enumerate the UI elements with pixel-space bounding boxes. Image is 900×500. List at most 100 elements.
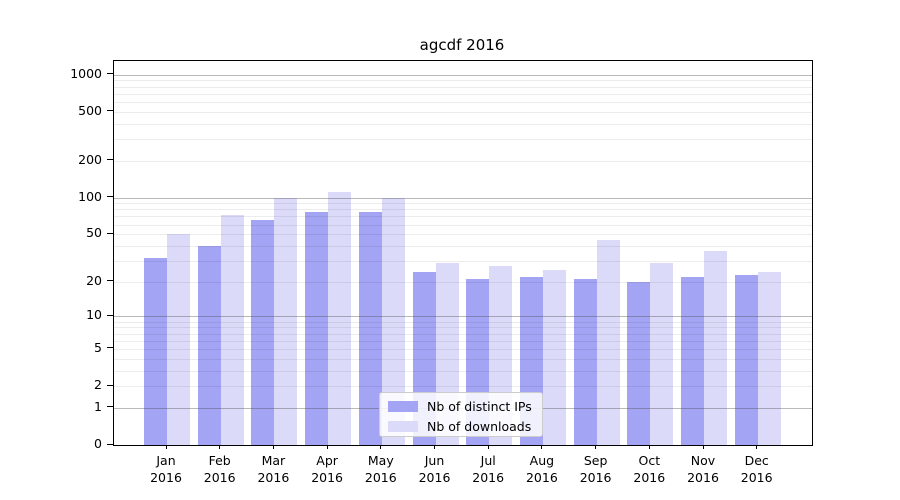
x-tick-label: May 2016 [364,453,397,485]
x-tick-mark [380,445,382,449]
x-tick-label: Feb 2016 [203,453,236,485]
x-tick-label: Apr 2016 [311,453,343,485]
gridline-minor [114,327,812,329]
bar-distinct-ips-feb [197,245,221,445]
bar-downloads-nov [704,251,727,445]
legend-label-downloads: Nb of downloads [427,419,532,434]
gridline-minor [114,386,812,388]
chart-title: agcdf 2016 [419,36,505,54]
bar-distinct-ips-may [358,212,382,445]
gridline-minor [114,281,812,283]
gridline-minor [114,203,812,205]
gridline-minor [114,160,812,162]
x-tick-label: Sep 2016 [579,453,612,485]
y-tick-mark [107,232,113,234]
x-tick-mark [165,445,167,449]
x-tick-mark [756,445,758,449]
x-tick-label: Jun 2016 [418,453,451,485]
y-tick-label: 1 [94,398,102,414]
gridline-minor [114,93,812,95]
y-tick-mark [107,280,113,282]
x-tick-mark [702,445,704,449]
y-tick-label: 100 [78,188,102,204]
gridline-minor [114,348,812,350]
gridline-minor [114,80,812,82]
x-tick-label: Nov 2016 [687,453,719,485]
gridline-minor [114,209,812,211]
y-tick-mark [107,314,113,316]
x-tick-mark [326,445,328,449]
x-tick-label: Jan 2016 [150,453,182,485]
y-tick-label: 50 [86,225,102,241]
gridline-minor [114,340,812,342]
bar-downloads-sep [596,239,620,445]
gridline-minor [114,123,812,125]
bar-downloads-jan [167,234,190,445]
x-tick-label: Aug 2016 [525,453,558,485]
y-tick-mark [107,443,113,445]
gridline-minor [114,260,812,262]
y-tick-mark [107,347,113,349]
gridline-minor [114,234,812,236]
gridline-minor [114,224,812,226]
x-tick-label: Dec 2016 [740,453,773,485]
bar-distinct-ips-sep [573,279,597,445]
gridline-minor [114,101,812,103]
y-tick-mark [107,406,113,408]
legend-label-distinct-ips: Nb of distinct IPs [427,399,532,414]
gridline-minor [114,216,812,218]
bar-downloads-dec [757,272,781,445]
gridline-minor [114,358,812,360]
gridline-minor [114,321,812,323]
x-tick-mark [648,445,650,449]
bar-downloads-apr [328,191,352,445]
x-tick-mark [272,445,274,449]
y-tick-label: 0 [94,436,102,451]
y-tick-mark [107,73,113,75]
gridline-major [114,74,812,76]
y-tick-label: 2 [94,377,102,393]
plot-area [113,60,813,446]
x-tick-label: Oct 2016 [633,453,666,485]
y-tick-mark [107,196,113,197]
x-tick-mark [541,445,543,449]
gridline-minor [114,139,812,140]
gridline-major [114,316,812,318]
legend-swatch-distinct-ips [388,401,418,412]
bar-distinct-ips-mar [251,220,275,445]
y-tick-label: 1000 [70,65,102,81]
x-tick-label: Mar 2016 [257,453,290,485]
bar-distinct-ips-dec [734,274,758,445]
y-tick-label: 10 [86,307,102,323]
y-tick-label: 500 [78,102,102,118]
gridline-minor [114,86,812,88]
bar-downloads-aug [542,270,566,445]
bar-downloads-oct [650,262,674,445]
legend-item-distinct-ips: Nb of distinct IPs [380,397,542,416]
gridline-minor [114,245,812,247]
x-tick-label: Jul 2016 [472,453,505,485]
gridline-minor [114,370,812,372]
bar-distinct-ips-apr [305,212,329,445]
bar-downloads-mar [274,197,298,445]
bar-distinct-ips-jan [144,257,167,445]
legend-item-downloads: Nb of downloads [380,417,542,436]
bar-downloads-may [381,197,405,445]
bar-downloads-feb [220,214,244,445]
x-tick-mark [219,445,221,449]
bar-distinct-ips-oct [627,281,651,445]
y-tick-label: 200 [78,151,102,167]
x-tick-mark [595,445,597,449]
x-tick-mark [434,445,435,449]
y-tick-label: 20 [86,272,102,288]
gridline-major [114,197,812,199]
gridline-minor [114,111,812,113]
legend-swatch-downloads [388,421,418,432]
gridline-minor [114,333,812,335]
x-tick-mark [487,445,489,449]
legend: Nb of distinct IPs Nb of downloads [379,392,543,437]
y-tick-mark [107,384,113,386]
y-tick-mark [107,110,113,112]
bar-distinct-ips-nov [681,276,704,445]
